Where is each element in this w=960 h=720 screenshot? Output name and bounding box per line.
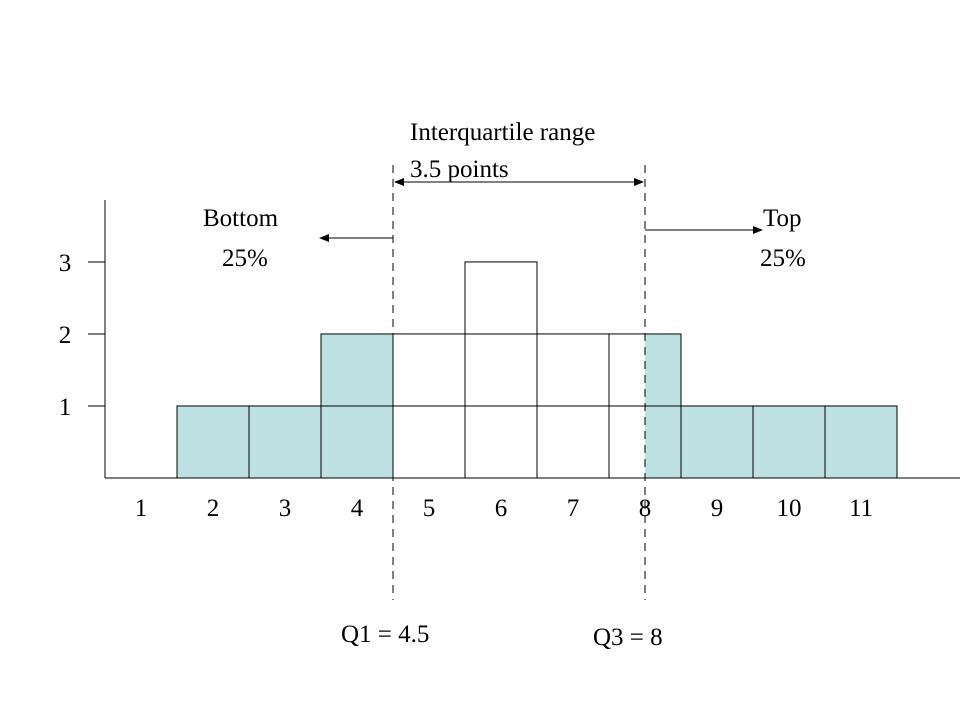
x-tick-label: 2 (207, 495, 220, 522)
x-tick-label: 11 (849, 495, 873, 522)
bar-shade (753, 405, 825, 478)
x-tick-label: 3 (279, 495, 292, 522)
quartile-label: Q3 = 8 (593, 624, 663, 651)
top-label: Top (763, 205, 802, 232)
bar-shade (681, 405, 753, 478)
bar-shade (825, 405, 897, 478)
y-tick-label: 3 (59, 250, 72, 277)
x-tick-label: 4 (351, 495, 364, 522)
bar-shade (249, 405, 321, 478)
x-tick-label: 10 (777, 495, 802, 522)
bar (824, 405, 898, 479)
bottom-label: Bottom (203, 205, 279, 232)
x-tick-label: 9 (711, 495, 724, 522)
bottom-percent: 25% (222, 245, 268, 272)
x-tick-label: 1 (135, 495, 148, 522)
top-percent: 25% (760, 245, 806, 272)
x-tick-label: 6 (495, 495, 508, 522)
quartile-label: Q1 = 4.5 (341, 621, 429, 648)
x-tick-label: 5 (423, 495, 436, 522)
bar-shade (177, 405, 249, 478)
x-tick-label: 7 (567, 495, 580, 522)
iqr-title: Interquartile range (410, 119, 595, 146)
y-tick-label: 1 (59, 394, 72, 421)
y-tick-label: 2 (59, 322, 72, 349)
iqr-amount: 3.5 points (410, 156, 509, 183)
bar (464, 261, 538, 479)
